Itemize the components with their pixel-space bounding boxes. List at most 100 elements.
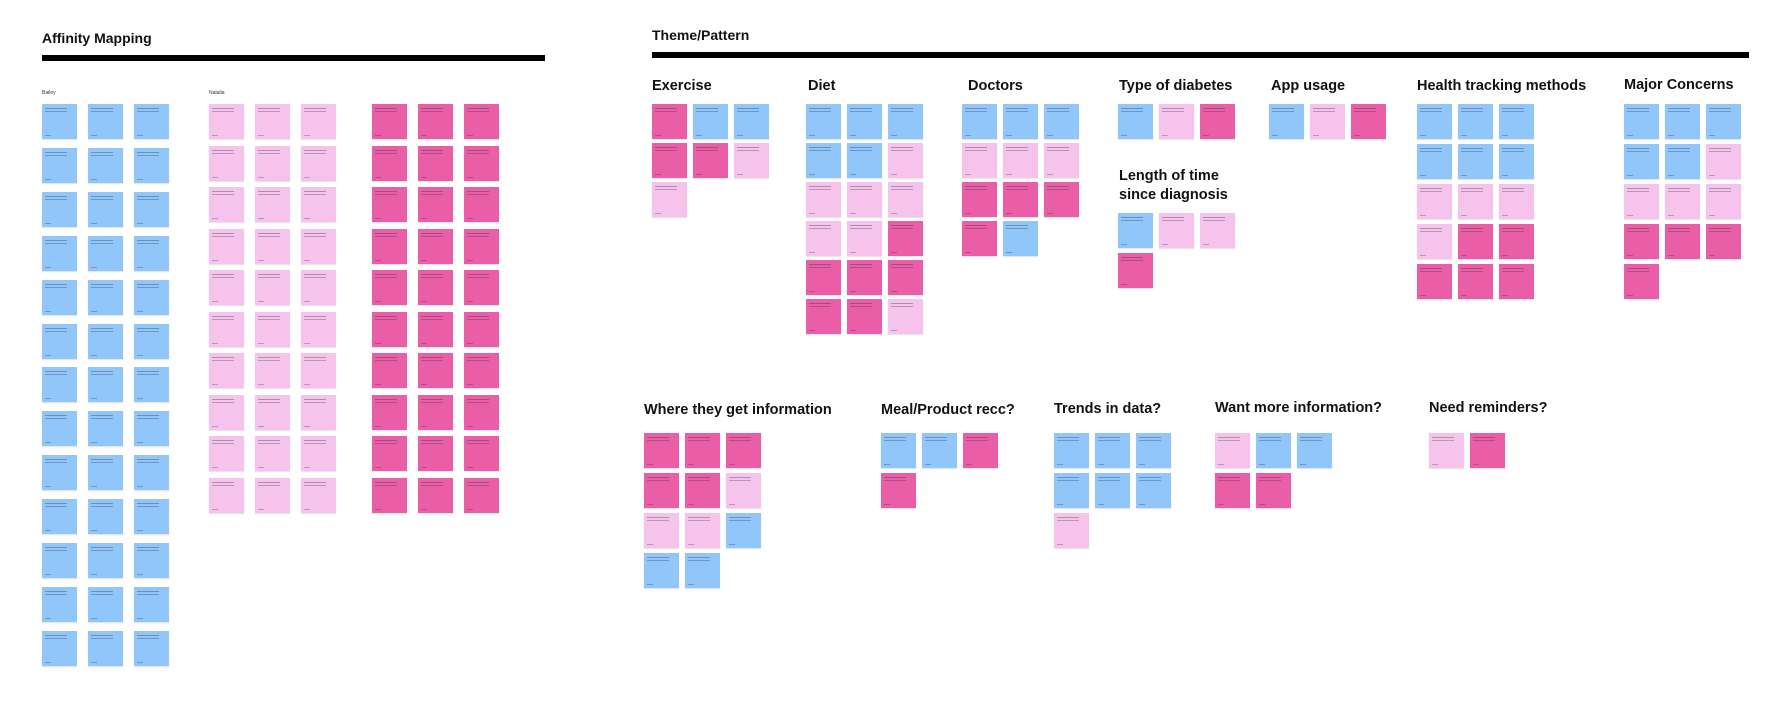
sticky-note[interactable]: [42, 323, 77, 359]
sticky-note[interactable]: [255, 104, 290, 139]
sticky-note[interactable]: [1136, 473, 1171, 508]
sticky-note[interactable]: [301, 187, 336, 222]
sticky-note[interactable]: [847, 260, 882, 295]
sticky-note[interactable]: [372, 477, 407, 513]
sticky-note[interactable]: [301, 145, 336, 181]
sticky-note[interactable]: [1256, 473, 1291, 508]
sticky-note[interactable]: [1417, 104, 1452, 139]
sticky-note[interactable]: [134, 367, 169, 403]
sticky-note[interactable]: [301, 311, 336, 347]
sticky-note[interactable]: [301, 104, 336, 139]
sticky-note[interactable]: [888, 182, 923, 217]
sticky-note[interactable]: [1044, 182, 1079, 217]
sticky-note[interactable]: [209, 477, 244, 513]
sticky-note[interactable]: [1429, 433, 1464, 468]
sticky-note[interactable]: [1159, 213, 1194, 248]
sticky-note[interactable]: [134, 411, 169, 447]
sticky-note[interactable]: [301, 436, 336, 471]
sticky-note[interactable]: [372, 311, 407, 347]
sticky-note[interactable]: [734, 143, 769, 178]
sticky-note[interactable]: [1095, 473, 1130, 508]
sticky-note[interactable]: [1470, 433, 1505, 468]
sticky-note[interactable]: [644, 473, 679, 508]
sticky-note[interactable]: [1044, 143, 1079, 178]
sticky-note[interactable]: [42, 543, 77, 578]
sticky-note[interactable]: [255, 145, 290, 181]
sticky-note[interactable]: [962, 182, 997, 217]
sticky-note[interactable]: [962, 143, 997, 178]
sticky-note[interactable]: [1499, 264, 1534, 299]
sticky-note[interactable]: [1706, 224, 1741, 259]
sticky-note[interactable]: [418, 353, 453, 388]
sticky-note[interactable]: [88, 411, 123, 447]
sticky-note[interactable]: [734, 104, 769, 139]
sticky-note[interactable]: [88, 147, 123, 183]
sticky-note[interactable]: [847, 182, 882, 217]
sticky-note[interactable]: [1136, 433, 1171, 468]
sticky-note[interactable]: [464, 311, 499, 347]
sticky-note[interactable]: [418, 394, 453, 430]
sticky-note[interactable]: [1417, 144, 1452, 179]
sticky-note[interactable]: [652, 182, 687, 217]
sticky-note[interactable]: [1003, 221, 1038, 256]
sticky-note[interactable]: [134, 455, 169, 491]
sticky-note[interactable]: [962, 104, 997, 139]
sticky-note[interactable]: [1003, 104, 1038, 139]
sticky-note[interactable]: [418, 270, 453, 305]
sticky-note[interactable]: [888, 104, 923, 139]
sticky-note[interactable]: [847, 143, 882, 178]
sticky-note[interactable]: [1003, 143, 1038, 178]
sticky-note[interactable]: [418, 145, 453, 181]
sticky-note[interactable]: [464, 187, 499, 222]
sticky-note[interactable]: [962, 221, 997, 256]
sticky-note[interactable]: [1215, 473, 1250, 508]
sticky-note[interactable]: [464, 436, 499, 471]
sticky-note[interactable]: [255, 270, 290, 305]
sticky-note[interactable]: [685, 433, 720, 468]
sticky-note[interactable]: [372, 145, 407, 181]
sticky-note[interactable]: [255, 394, 290, 430]
sticky-note[interactable]: [1706, 144, 1741, 179]
sticky-note[interactable]: [134, 586, 169, 622]
sticky-note[interactable]: [209, 104, 244, 139]
sticky-note[interactable]: [1458, 104, 1493, 139]
sticky-note[interactable]: [644, 433, 679, 468]
sticky-note[interactable]: [1297, 433, 1332, 468]
sticky-note[interactable]: [685, 473, 720, 508]
sticky-note[interactable]: [88, 630, 123, 666]
sticky-note[interactable]: [209, 270, 244, 305]
sticky-note[interactable]: [255, 311, 290, 347]
sticky-note[interactable]: [1624, 264, 1659, 299]
sticky-note[interactable]: [1665, 104, 1700, 139]
sticky-note[interactable]: [464, 228, 499, 264]
sticky-note[interactable]: [806, 104, 841, 139]
sticky-note[interactable]: [922, 433, 957, 468]
sticky-note[interactable]: [1118, 253, 1153, 288]
sticky-note[interactable]: [1665, 224, 1700, 259]
sticky-note[interactable]: [888, 299, 923, 334]
sticky-note[interactable]: [42, 586, 77, 622]
sticky-note[interactable]: [847, 221, 882, 256]
sticky-note[interactable]: [847, 104, 882, 139]
sticky-note[interactable]: [134, 235, 169, 271]
sticky-note[interactable]: [1269, 104, 1304, 139]
sticky-note[interactable]: [88, 235, 123, 271]
sticky-note[interactable]: [881, 473, 916, 508]
sticky-note[interactable]: [1458, 264, 1493, 299]
sticky-note[interactable]: [134, 279, 169, 315]
sticky-note[interactable]: [255, 477, 290, 513]
sticky-note[interactable]: [209, 353, 244, 388]
sticky-note[interactable]: [1054, 513, 1089, 548]
sticky-note[interactable]: [1351, 104, 1386, 139]
sticky-note[interactable]: [372, 104, 407, 139]
sticky-note[interactable]: [1200, 104, 1235, 139]
sticky-note[interactable]: [644, 513, 679, 548]
sticky-note[interactable]: [693, 143, 728, 178]
sticky-note[interactable]: [134, 191, 169, 227]
sticky-note[interactable]: [464, 353, 499, 388]
sticky-note[interactable]: [88, 104, 123, 139]
sticky-note[interactable]: [42, 279, 77, 315]
sticky-note[interactable]: [209, 187, 244, 222]
sticky-note[interactable]: [1499, 104, 1534, 139]
sticky-note[interactable]: [652, 143, 687, 178]
